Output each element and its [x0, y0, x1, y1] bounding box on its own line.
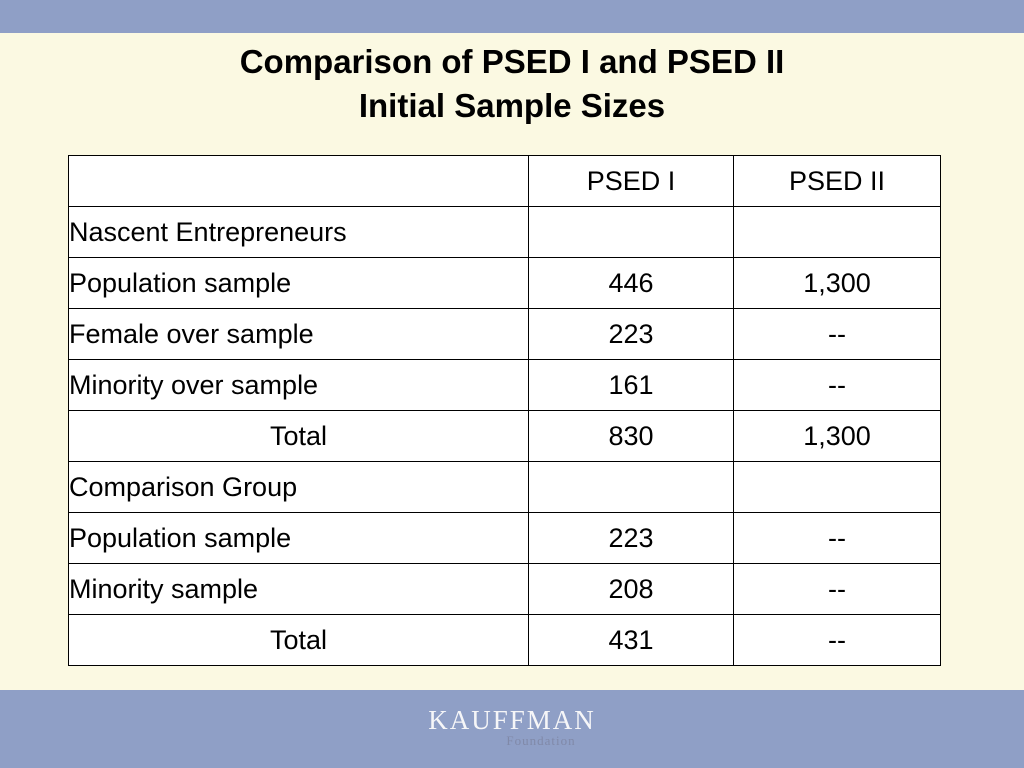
table-row: Minority sample 208 -- [68, 563, 941, 615]
logo-name: KAUFFMAN [428, 705, 596, 735]
sample-sizes-table: PSED I PSED II Nascent Entrepreneurs Pop… [68, 155, 941, 666]
psed-2-value [733, 206, 941, 258]
header-cell-empty [68, 155, 529, 207]
top-decorative-band [0, 0, 1024, 33]
table-row: Female over sample 223 -- [68, 308, 941, 360]
psed-1-value [528, 206, 734, 258]
table-row: Comparison Group [68, 461, 941, 513]
row-label: Nascent Entrepreneurs [68, 206, 529, 258]
kauffman-logo: KAUFFMAN Foundation [0, 706, 1024, 748]
logo-subtitle: Foundation [506, 733, 576, 748]
psed-1-value: 223 [528, 512, 734, 564]
slide-title-line-1: Comparison of PSED I and PSED II [239, 43, 785, 80]
psed-1-value: 208 [528, 563, 734, 615]
psed-1-value: 161 [528, 359, 734, 411]
bottom-decorative-band [0, 690, 1024, 768]
table-row: Population sample 446 1,300 [68, 257, 941, 309]
row-label-total: Total [68, 410, 529, 462]
psed-1-value: 830 [528, 410, 734, 462]
row-label: Population sample [68, 257, 529, 309]
slide-title-line-2: Initial Sample Sizes [358, 87, 666, 124]
psed-2-value: -- [733, 614, 941, 666]
psed-2-value: -- [733, 563, 941, 615]
table-row: Minority over sample 161 -- [68, 359, 941, 411]
psed-2-value: -- [733, 512, 941, 564]
row-label: Minority over sample [68, 359, 529, 411]
slide-title: Comparison of PSED I and PSED II Initial… [0, 40, 1024, 128]
header-cell-psed-1: PSED I [528, 155, 734, 207]
psed-1-value: 446 [528, 257, 734, 309]
psed-2-value: -- [733, 308, 941, 360]
psed-1-value: 431 [528, 614, 734, 666]
row-label: Minority sample [68, 563, 529, 615]
psed-1-value: 223 [528, 308, 734, 360]
row-label: Population sample [68, 512, 529, 564]
row-label: Female over sample [68, 308, 529, 360]
row-label: Comparison Group [68, 461, 529, 513]
table-row: Nascent Entrepreneurs [68, 206, 941, 258]
table-header-row: PSED I PSED II [68, 155, 941, 207]
psed-1-value [528, 461, 734, 513]
table-row-total: Total 830 1,300 [68, 410, 941, 462]
table-row: Population sample 223 -- [68, 512, 941, 564]
psed-2-value: 1,300 [733, 257, 941, 309]
row-label-total: Total [68, 614, 529, 666]
table-row-total: Total 431 -- [68, 614, 941, 666]
psed-2-value: -- [733, 359, 941, 411]
psed-2-value: 1,300 [733, 410, 941, 462]
psed-2-value [733, 461, 941, 513]
header-cell-psed-2: PSED II [733, 155, 941, 207]
